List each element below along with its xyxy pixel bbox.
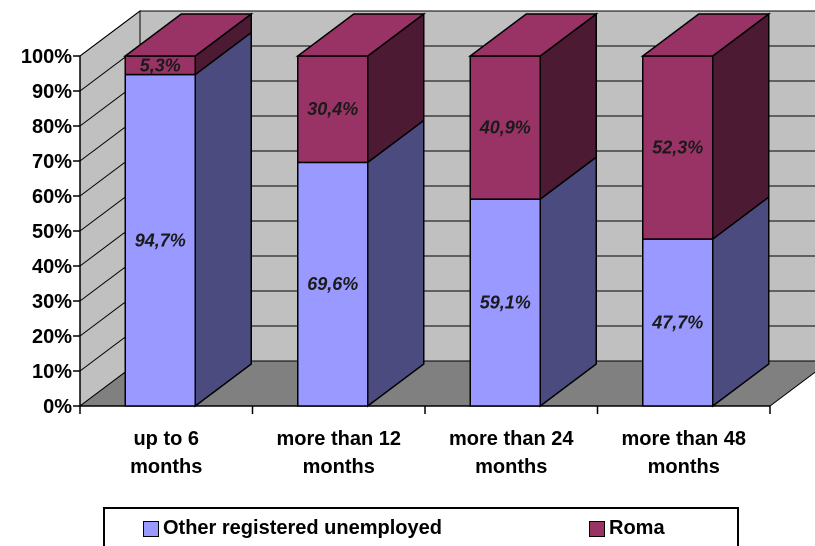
category-labels: up to 6 months more than 12 months more than… bbox=[130, 428, 746, 478]
bar-roma bbox=[469, 55, 541, 200]
category-label: more than 24 months bbox=[449, 428, 574, 478]
y-tick-labels: 0% 10% 20% 30% 40% 50% 60% 70% 80% 90% 100% bbox=[21, 46, 72, 418]
bar-other bbox=[469, 198, 541, 407]
bar-top-roma bbox=[295, 13, 426, 57]
y-tick-label: 50% bbox=[32, 221, 72, 243]
category-label: up to 6 months bbox=[130, 428, 202, 478]
category-label: more than 12 months bbox=[277, 428, 401, 478]
bar-top-roma bbox=[640, 13, 771, 57]
legend-label-other: Other registered unemployed bbox=[163, 517, 442, 539]
data-label: 69,6% bbox=[307, 274, 358, 294]
data-label: 52,3% bbox=[652, 138, 703, 158]
y-tick-label: 40% bbox=[32, 256, 72, 278]
legend-label-roma: Roma bbox=[609, 517, 665, 539]
bar-top-roma bbox=[468, 13, 599, 57]
y-tick-label: 80% bbox=[32, 116, 72, 138]
category-label: more than 48 months bbox=[622, 428, 746, 478]
legend-swatch-other bbox=[143, 520, 159, 537]
legend: Other registered unemployed Roma bbox=[103, 507, 739, 546]
legend-swatch-roma bbox=[589, 520, 605, 537]
gridline bbox=[79, 10, 815, 57]
bar-other bbox=[124, 73, 196, 407]
bar-roma bbox=[297, 55, 369, 164]
bar-side-other bbox=[194, 31, 252, 408]
bar-other bbox=[642, 238, 714, 407]
data-label: 40,9% bbox=[479, 118, 531, 138]
bars bbox=[123, 12, 771, 408]
y-tick-label: 70% bbox=[32, 151, 72, 173]
y-tick-label: 90% bbox=[32, 81, 72, 103]
y-tick-label: 0% bbox=[43, 396, 72, 418]
data-label: 59,1% bbox=[480, 293, 531, 313]
y-tick-label: 10% bbox=[32, 361, 72, 383]
bar-other bbox=[297, 161, 369, 407]
y-tick-label: 100% bbox=[21, 46, 72, 68]
data-label: 30,4% bbox=[307, 99, 358, 119]
legend-item-roma: Roma bbox=[589, 517, 665, 540]
legend-item-other-registered-unemployed: Other registered unemployed bbox=[143, 517, 442, 540]
bar-side-other bbox=[367, 118, 425, 408]
data-label: 5,3% bbox=[140, 55, 181, 75]
data-labels: 94,7% 5,3% 69,6% 30,4% 59,1% 40,9% 47,7% 52,3% bbox=[135, 55, 704, 332]
data-label: 94,7% bbox=[135, 230, 186, 250]
y-tick-label: 20% bbox=[32, 326, 72, 348]
bar-side-other bbox=[539, 155, 597, 408]
y-tick-label: 30% bbox=[32, 291, 72, 313]
data-label: 47,7% bbox=[651, 313, 703, 333]
y-tick-label: 60% bbox=[32, 186, 72, 208]
bar-top-roma bbox=[123, 13, 254, 57]
